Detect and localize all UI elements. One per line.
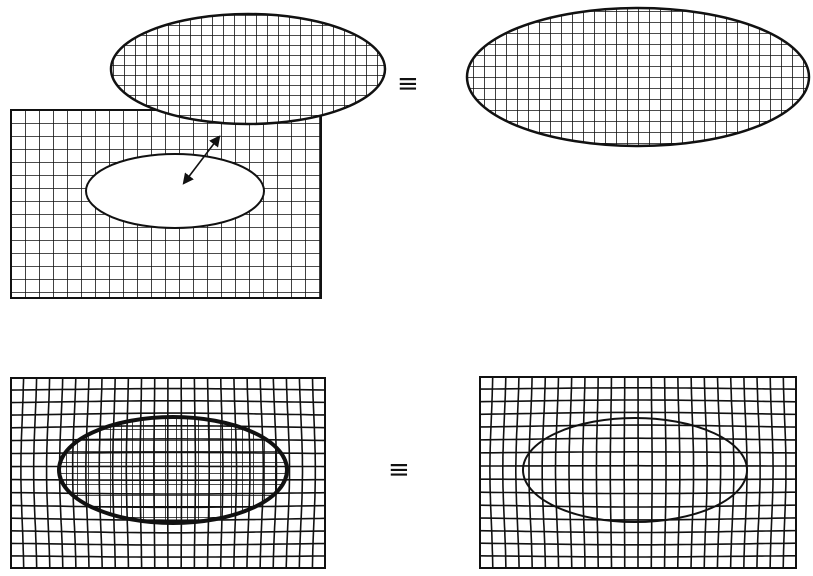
grid-line-horizontal (11, 530, 325, 534)
top-left-composite (10, 12, 387, 299)
grid-line-vertical (729, 377, 735, 568)
grid-line-vertical (677, 377, 681, 568)
grid-line-vertical (703, 377, 708, 568)
grid-line-horizontal (480, 504, 796, 508)
grid-line-vertical (285, 378, 291, 568)
grid-line-horizontal (11, 387, 325, 391)
grid-line-horizontal (480, 529, 796, 534)
grid-line-vertical (609, 377, 613, 568)
equivalence-symbol-bottom: ≡ (388, 455, 410, 485)
grid-line-vertical (568, 377, 573, 568)
grid-line-vertical (623, 377, 626, 568)
grid-line-vertical (581, 377, 586, 568)
grid-line-vertical (20, 378, 25, 568)
grid-line-vertical (769, 377, 774, 568)
grid-line-vertical (311, 378, 317, 568)
bottom-left-inclusion (57, 415, 289, 525)
grid-line-horizontal (480, 555, 796, 558)
grid-line-vertical (515, 377, 520, 568)
grid-line-vertical (716, 377, 722, 568)
grid-line-horizontal (480, 491, 796, 495)
grid-line-horizontal (480, 411, 796, 416)
grid-line-horizontal (11, 412, 325, 416)
grid-line-vertical (45, 378, 51, 568)
grid-line-vertical (650, 377, 653, 568)
grid-line-vertical (663, 377, 667, 568)
bottom-right-deformed-grid (479, 376, 797, 569)
grid-line-horizontal (480, 399, 796, 403)
grid-line-horizontal (480, 424, 796, 428)
grid-line-horizontal (480, 387, 796, 390)
double-arrow-icon (182, 135, 221, 185)
grid-line-horizontal (11, 400, 325, 404)
bottom-right-inclusion-outline (522, 417, 748, 523)
floating-gridded-ellipse (109, 12, 387, 126)
grid-line-horizontal (480, 437, 796, 441)
grid-line-horizontal (480, 542, 796, 546)
grid-line-vertical (528, 377, 533, 568)
grid-line-vertical (782, 377, 787, 568)
grid-line-vertical (756, 377, 761, 568)
grid-line-horizontal (11, 542, 325, 546)
grid-line-vertical (32, 378, 38, 568)
empty-ellipse-hole (85, 153, 265, 229)
grid-line-vertical (502, 377, 507, 568)
grid-line-vertical (298, 378, 304, 568)
grid-line-vertical (554, 377, 560, 568)
grid-line-vertical (690, 377, 695, 568)
equivalence-symbol-top: ≡ (397, 69, 419, 99)
grid-line-vertical (541, 377, 547, 568)
grid-line-horizontal (480, 478, 796, 481)
bottom-left-deformed-grid (10, 377, 326, 569)
grid-line-vertical (489, 377, 494, 568)
grid-line-vertical (595, 377, 600, 568)
grid-line-horizontal (11, 555, 325, 558)
top-right-gridded-ellipse (465, 6, 811, 148)
grid-line-horizontal (480, 517, 796, 521)
